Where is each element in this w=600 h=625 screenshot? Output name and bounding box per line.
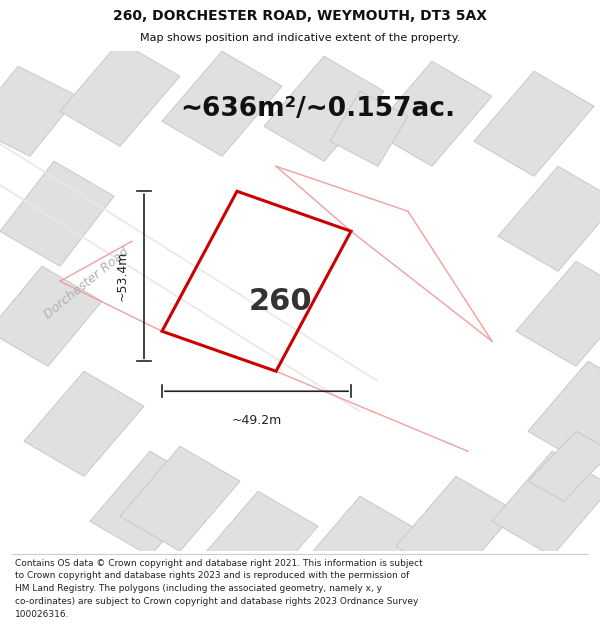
Text: Contains OS data © Crown copyright and database right 2021. This information is : Contains OS data © Crown copyright and d…	[15, 559, 423, 619]
Polygon shape	[396, 476, 516, 581]
Polygon shape	[0, 66, 78, 156]
Text: ~49.2m: ~49.2m	[232, 414, 281, 427]
Polygon shape	[162, 51, 282, 156]
Polygon shape	[330, 91, 408, 166]
Polygon shape	[60, 41, 180, 146]
Polygon shape	[528, 431, 600, 501]
Text: 260: 260	[248, 287, 313, 316]
Polygon shape	[264, 56, 384, 161]
Polygon shape	[120, 446, 240, 551]
Text: Dorchester Road: Dorchester Road	[42, 246, 132, 322]
Polygon shape	[198, 491, 318, 596]
Text: ~636m²/~0.157ac.: ~636m²/~0.157ac.	[181, 96, 455, 122]
Text: Map shows position and indicative extent of the property.: Map shows position and indicative extent…	[140, 33, 460, 43]
Polygon shape	[516, 261, 600, 366]
Text: ~53.4m: ~53.4m	[116, 251, 129, 301]
Polygon shape	[528, 361, 600, 466]
Polygon shape	[0, 266, 102, 366]
Polygon shape	[0, 161, 114, 266]
Polygon shape	[474, 71, 594, 176]
Polygon shape	[372, 61, 492, 166]
Polygon shape	[498, 166, 600, 271]
Polygon shape	[24, 371, 144, 476]
Polygon shape	[90, 451, 210, 556]
Polygon shape	[300, 496, 420, 601]
Polygon shape	[492, 451, 600, 556]
Text: 260, DORCHESTER ROAD, WEYMOUTH, DT3 5AX: 260, DORCHESTER ROAD, WEYMOUTH, DT3 5AX	[113, 9, 487, 23]
